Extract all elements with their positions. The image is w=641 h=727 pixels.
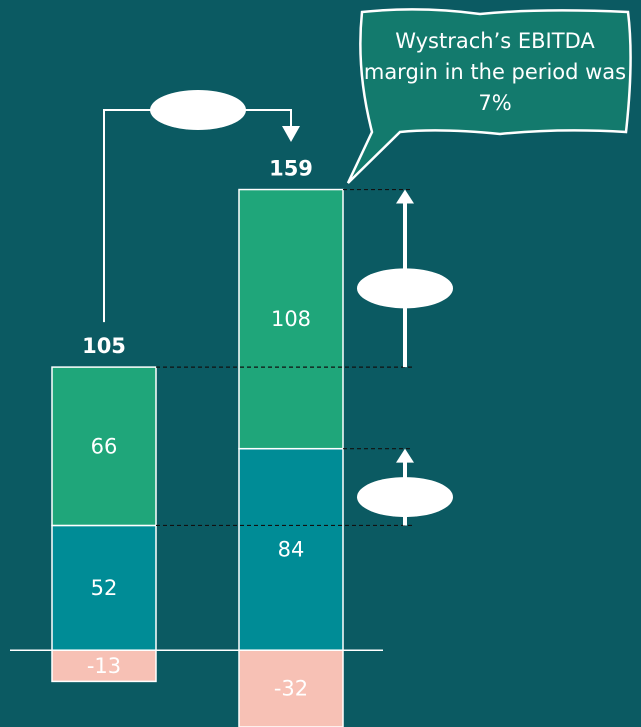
value-label: -32 <box>274 677 308 701</box>
growth-pill <box>357 268 453 309</box>
value-label: 66 <box>91 434 118 458</box>
growth-pill <box>357 477 453 518</box>
growth-pill <box>150 90 246 130</box>
callout-text: Wystrach’s EBITDA margin in the period w… <box>363 29 627 115</box>
bar-segment <box>238 649 344 727</box>
value-label: 52 <box>91 576 118 600</box>
callout-bubble <box>346 8 632 184</box>
value-label: 108 <box>271 307 311 331</box>
value-label: -13 <box>87 654 121 678</box>
bar-segment <box>51 524 157 651</box>
growth-label: +62% <box>371 276 439 300</box>
bar-segment <box>238 447 344 651</box>
arrow-head <box>282 126 300 142</box>
bar-segment <box>238 188 344 450</box>
total-label: 105 <box>82 334 126 358</box>
growth-label: +52% <box>164 98 232 122</box>
total-label: 159 <box>269 157 313 181</box>
bar-segment <box>51 366 157 527</box>
growth-label: +63% <box>371 485 439 509</box>
arrow-head <box>396 189 414 204</box>
arrow-head <box>396 448 414 463</box>
bar-segment <box>51 649 157 683</box>
value-label: 84 <box>278 537 305 561</box>
